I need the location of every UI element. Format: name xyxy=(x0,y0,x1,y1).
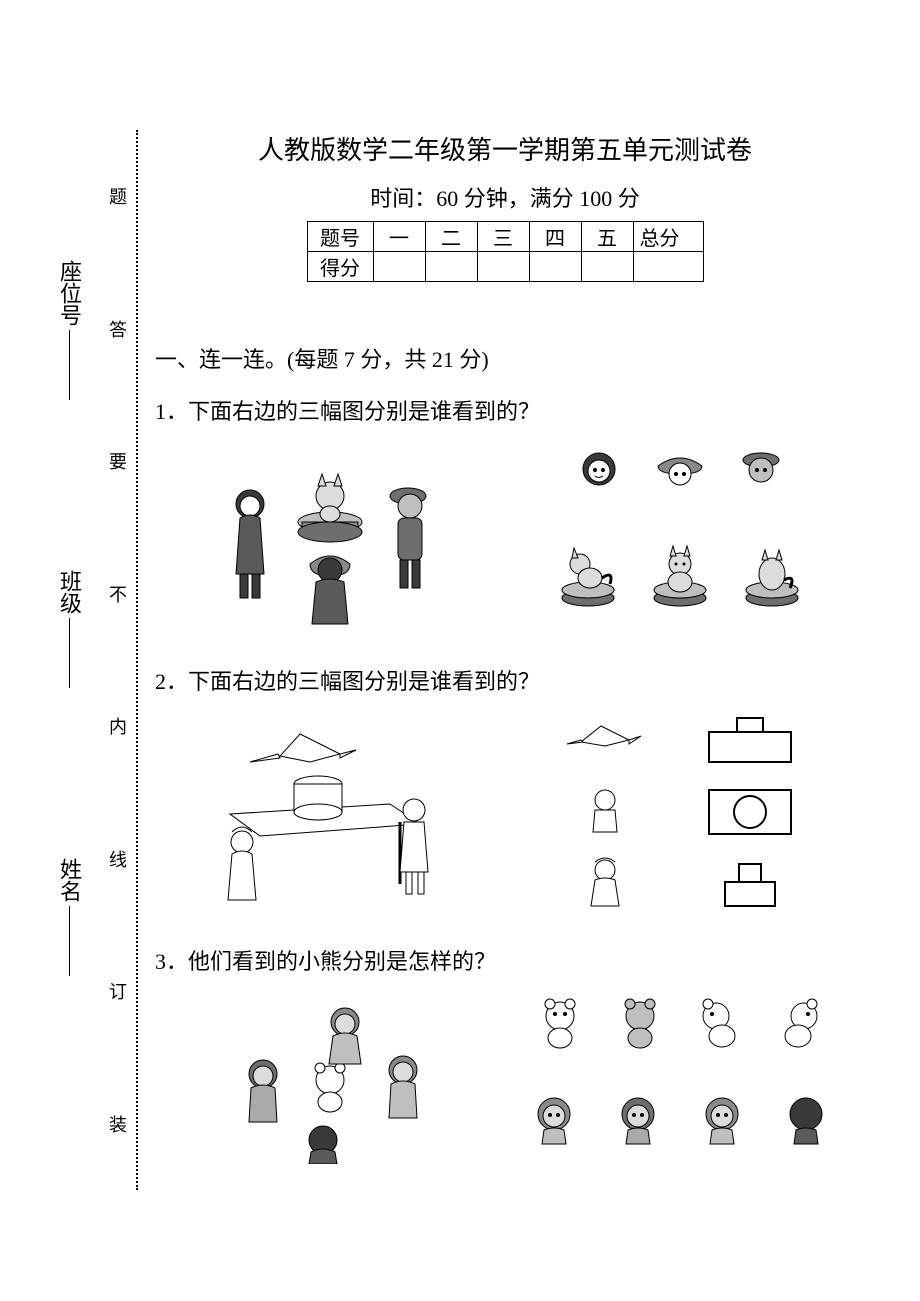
bear-left-icon xyxy=(694,994,746,1050)
q3-scene xyxy=(155,994,505,1164)
name-field: 姓名 xyxy=(53,858,85,980)
binding-char: 装 xyxy=(104,1115,130,1133)
cell-num: 三 xyxy=(477,222,529,252)
q2-scene xyxy=(155,714,505,914)
q1-views xyxy=(505,444,855,610)
kids-around-cat-icon xyxy=(200,444,460,634)
binding-char: 题 xyxy=(104,187,130,205)
seat-field: 座位号 xyxy=(53,260,85,404)
cell-label: 题号 xyxy=(307,222,373,252)
child-head-icon xyxy=(694,1090,750,1146)
score-table: 题号 一 二 三 四 五 总分 得分 xyxy=(307,221,704,282)
question-2: 2．下面右边的三幅图分别是谁看到的？ xyxy=(155,664,855,696)
cell-blank xyxy=(529,252,581,282)
child-cap-head-icon xyxy=(736,444,786,494)
child-back-head-icon xyxy=(778,1090,834,1146)
binding-char: 内 xyxy=(104,717,130,735)
binding-char: 要 xyxy=(104,452,130,470)
front-view-icon xyxy=(705,786,795,838)
bird-cylinder-table-icon xyxy=(190,714,470,914)
class-field: 班级 xyxy=(53,570,85,692)
binding-char: 订 xyxy=(104,982,130,1000)
bear-right-icon xyxy=(774,994,826,1050)
cell-num: 一 xyxy=(373,222,425,252)
exam-title: 人教版数学二年级第一学期第五单元测试卷 xyxy=(155,130,855,167)
four-kids-around-bear-icon xyxy=(205,994,455,1164)
cell-label: 得分 xyxy=(307,252,373,282)
cell-blank xyxy=(633,252,703,282)
cell-total: 总分 xyxy=(633,222,703,252)
student-info-fields: 姓名 班级 座位号 xyxy=(48,260,90,980)
q2-illustration xyxy=(155,714,855,914)
cell-blank xyxy=(581,252,633,282)
cell-blank xyxy=(425,252,477,282)
exam-subtitle: 时间：60 分钟，满分 100 分 xyxy=(155,181,855,213)
bear-front-icon xyxy=(534,994,586,1050)
cell-blank xyxy=(373,252,425,282)
table-row: 得分 xyxy=(307,252,703,282)
cat-side-icon xyxy=(556,540,620,610)
binding-char: 线 xyxy=(104,850,130,868)
section-1-title: 一、连一连。(每题 7 分，共 21 分) xyxy=(155,342,855,374)
q2-views xyxy=(505,714,855,910)
bear-back-icon xyxy=(614,994,666,1050)
cell-num: 四 xyxy=(529,222,581,252)
question-1: 1．下面右边的三幅图分别是谁看到的？ xyxy=(155,394,855,426)
child-head-icon xyxy=(610,1090,666,1146)
cat-front-icon xyxy=(648,540,712,610)
cell-blank xyxy=(477,252,529,282)
child-hat-head-icon xyxy=(652,444,708,494)
question-3: 3．他们看到的小熊分别是怎样的？ xyxy=(155,944,855,976)
table-row: 题号 一 二 三 四 五 总分 xyxy=(307,222,703,252)
binding-char: 答 xyxy=(104,320,130,338)
cell-num: 五 xyxy=(581,222,633,252)
page-content: 人教版数学二年级第一学期第五单元测试卷 时间：60 分钟，满分 100 分 题号… xyxy=(155,130,855,1194)
binding-labels: 装 订 线 内 不 要 答 题 xyxy=(108,130,126,1190)
side-view-icon xyxy=(705,858,795,910)
q3-illustration xyxy=(155,994,855,1164)
top-view-icon xyxy=(705,714,795,766)
cat-back-icon xyxy=(740,540,804,610)
child-head-icon xyxy=(574,444,624,494)
q1-scene xyxy=(155,444,505,634)
boy-view-icon xyxy=(575,784,635,834)
q1-illustration xyxy=(155,444,855,634)
binding-char: 不 xyxy=(104,585,130,603)
girl-view-icon xyxy=(575,854,635,910)
cell-num: 二 xyxy=(425,222,477,252)
child-head-icon xyxy=(526,1090,582,1146)
bird-view-icon xyxy=(565,714,645,764)
q3-views xyxy=(505,994,855,1146)
